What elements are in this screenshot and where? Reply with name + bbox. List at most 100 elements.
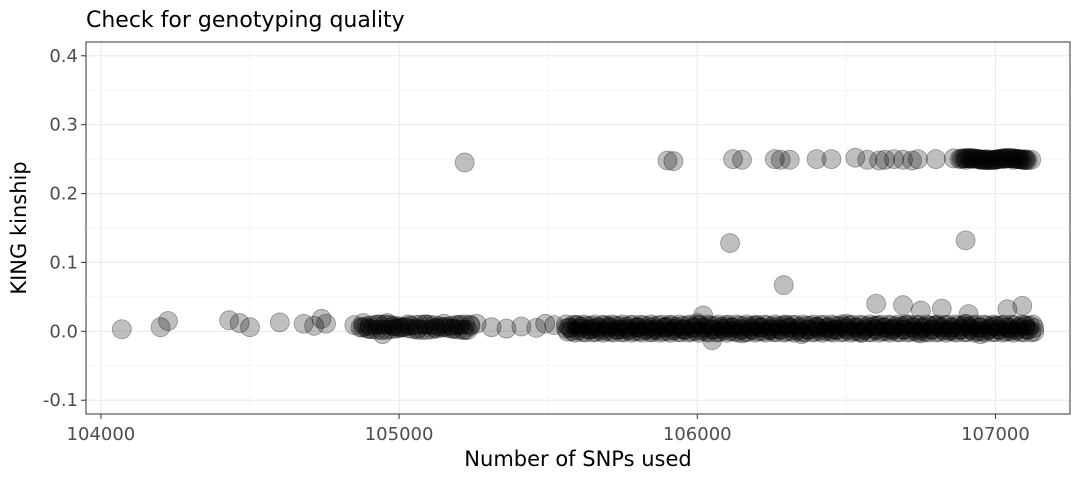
data-point (779, 318, 800, 338)
data-point (796, 315, 817, 336)
data-point (773, 322, 794, 343)
data-point (870, 314, 891, 335)
data-point (942, 317, 963, 338)
data-point (754, 314, 775, 335)
data-point (627, 317, 648, 338)
data-point (448, 315, 469, 336)
data-point (578, 319, 599, 340)
data-point (568, 315, 588, 336)
data-point (974, 150, 995, 170)
data-point (304, 315, 325, 336)
data-point (1019, 315, 1040, 336)
data-point (998, 148, 1018, 168)
data-point (945, 314, 966, 335)
data-point (687, 313, 708, 333)
data-point (939, 321, 960, 341)
data-point (824, 315, 845, 336)
data-point (1001, 314, 1022, 335)
data-point (761, 320, 782, 340)
data-point (575, 322, 596, 343)
data-point (721, 318, 742, 338)
data-point (685, 321, 706, 341)
data-point (761, 316, 782, 337)
data-point (1024, 321, 1045, 342)
data-point (766, 322, 787, 343)
data-point (612, 319, 633, 340)
y-axis: -0.1 0.0 0.1 0.2 0.3 0.4 (43, 46, 86, 411)
data-point (866, 320, 887, 341)
data-point (808, 318, 828, 339)
data-point (745, 322, 766, 343)
data-point (755, 322, 776, 343)
data-point (679, 314, 700, 335)
data-point (747, 314, 767, 335)
data-point (697, 314, 718, 335)
data-point (639, 322, 660, 343)
data-point (1015, 315, 1036, 336)
data-point (450, 314, 471, 335)
data-point (1009, 316, 1030, 337)
data-point (535, 313, 556, 334)
data-point (872, 321, 893, 342)
data-point (727, 322, 748, 343)
data-point (1007, 318, 1028, 339)
data-point (875, 149, 896, 170)
panel-border (85, 41, 1071, 415)
data-point (764, 314, 785, 335)
data-point (602, 314, 623, 335)
data-point (1008, 149, 1029, 170)
data-point (931, 298, 952, 319)
data-point (972, 321, 992, 342)
data-point (978, 320, 998, 341)
data-point (848, 321, 869, 342)
data-point (958, 316, 979, 337)
data-point (424, 315, 445, 336)
data-point (787, 320, 808, 341)
x-tick-label: 106000 (663, 424, 732, 445)
data-point (597, 315, 618, 336)
data-point (662, 315, 682, 336)
data-point (424, 317, 445, 338)
data-point (617, 318, 638, 339)
data-point (709, 322, 730, 342)
data-point (905, 321, 925, 341)
data-point (760, 318, 781, 339)
data-point (1015, 150, 1036, 170)
data-point (943, 321, 964, 342)
data-point (902, 317, 922, 337)
data-point (1000, 321, 1021, 342)
data-point (700, 315, 721, 336)
data-point (860, 314, 881, 335)
data-point (823, 322, 843, 343)
data-point (615, 316, 636, 337)
data-point (999, 148, 1020, 168)
data-point (899, 314, 919, 335)
data-point (568, 320, 588, 341)
data-point (806, 316, 827, 337)
data-point (976, 149, 997, 170)
data-point (369, 314, 390, 335)
data-point (891, 316, 912, 336)
data-point (757, 315, 778, 336)
data-point (667, 322, 688, 342)
data-point (398, 318, 418, 339)
data-point (782, 314, 803, 335)
data-point (353, 313, 374, 333)
data-point (1006, 320, 1027, 341)
data-point (635, 320, 655, 341)
data-point (973, 314, 994, 335)
data-point (585, 321, 606, 342)
data-point (1001, 148, 1022, 169)
data-point (919, 315, 940, 336)
data-point (989, 149, 1009, 169)
data-point (377, 313, 398, 333)
data-point (857, 316, 878, 337)
data-point (454, 152, 475, 173)
data-point (738, 322, 758, 343)
data-point (1010, 149, 1031, 170)
data-point (849, 314, 870, 335)
data-point (436, 316, 457, 337)
data-point (367, 319, 387, 340)
data-point (992, 148, 1013, 169)
data-point (980, 150, 1000, 171)
